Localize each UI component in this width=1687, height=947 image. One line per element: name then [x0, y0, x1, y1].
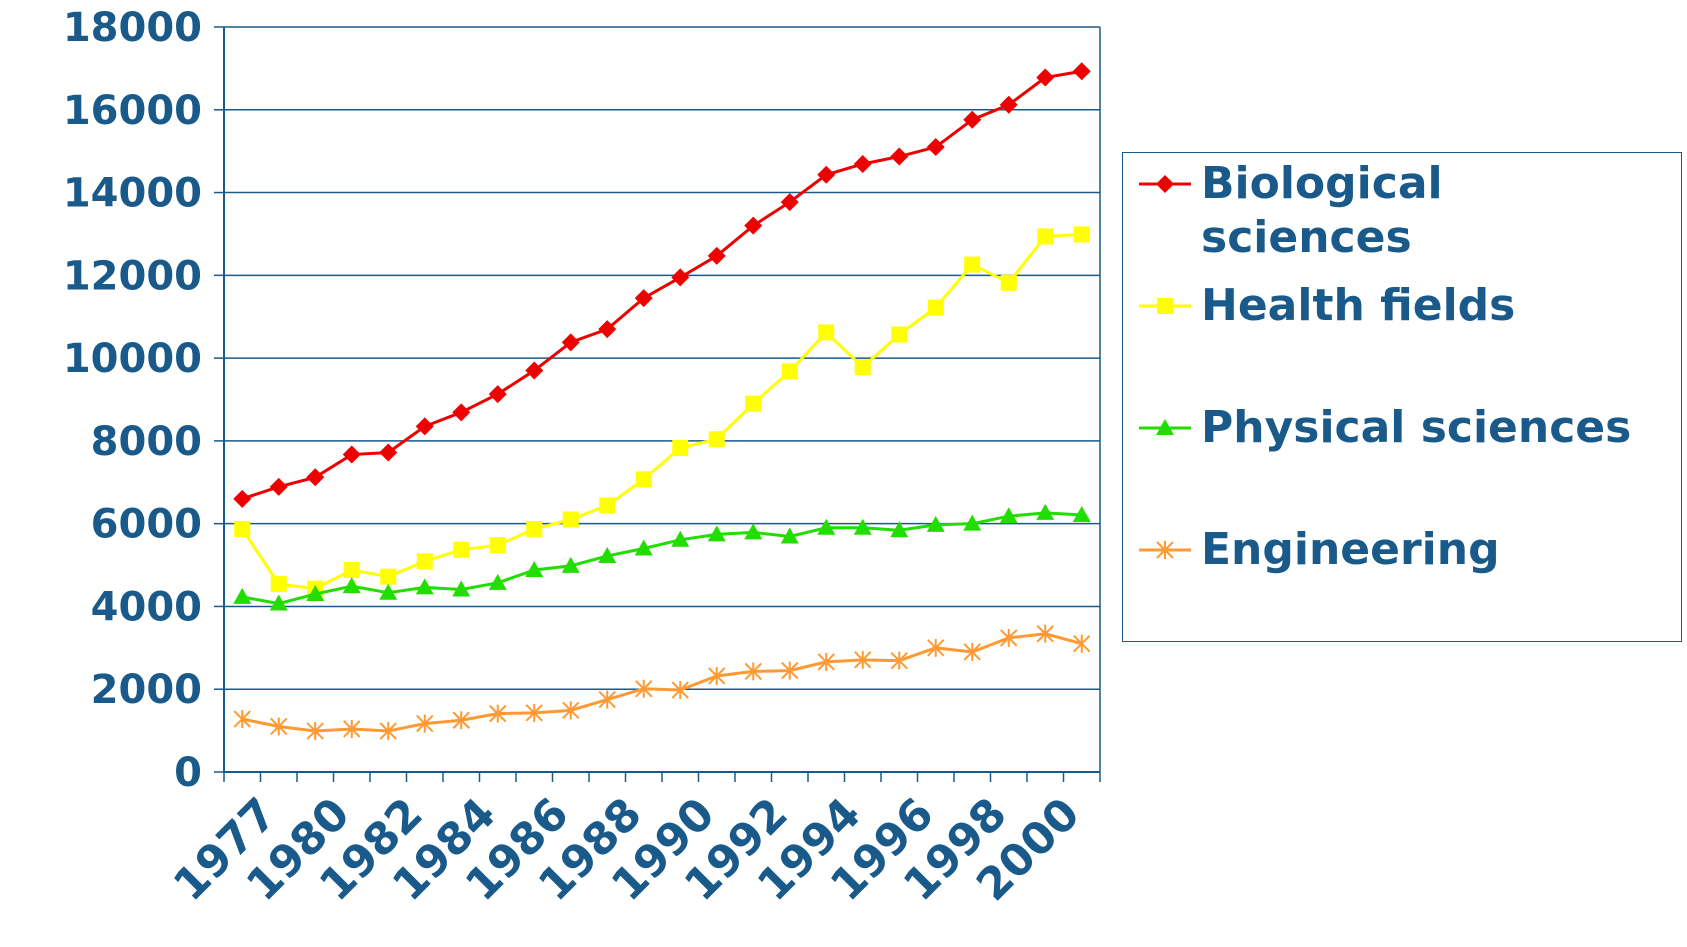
marker	[343, 446, 361, 464]
marker	[306, 468, 324, 486]
marker	[270, 478, 288, 496]
y-tick-label: 2000	[91, 667, 202, 713]
marker	[671, 268, 689, 286]
y-tick-label: 18000	[63, 5, 202, 51]
marker	[563, 512, 579, 528]
legend-entry: Physical sciences	[1137, 401, 1661, 455]
marker	[891, 327, 907, 343]
legend-label: Biological sciences	[1201, 157, 1661, 265]
legend-label: Engineering	[1201, 523, 1661, 577]
legend-swatch	[1137, 401, 1193, 455]
marker	[526, 521, 542, 537]
series-line	[242, 513, 1082, 604]
legend-entry: Health fields	[1137, 279, 1661, 333]
marker	[636, 471, 652, 487]
marker	[782, 363, 798, 379]
y-tick-label: 4000	[91, 584, 202, 630]
y-tick-label: 8000	[91, 419, 202, 465]
marker	[709, 431, 725, 447]
marker	[890, 148, 908, 166]
marker	[489, 385, 507, 403]
y-tick-label: 16000	[63, 88, 202, 134]
marker	[271, 576, 287, 592]
marker	[818, 324, 834, 340]
marker	[745, 396, 761, 412]
marker	[452, 403, 470, 421]
marker	[453, 542, 469, 558]
marker	[233, 490, 251, 508]
marker	[234, 521, 250, 537]
marker	[233, 588, 251, 604]
marker	[599, 497, 615, 513]
y-tick-label: 6000	[91, 502, 202, 548]
series-line	[242, 634, 1082, 731]
legend-swatch	[1137, 523, 1193, 577]
marker	[855, 359, 871, 375]
marker	[1157, 298, 1173, 314]
legend-swatch	[1137, 279, 1193, 333]
marker	[1156, 175, 1174, 193]
y-tick-label: 10000	[63, 336, 202, 382]
legend-label: Physical sciences	[1201, 401, 1661, 455]
y-tick-label: 12000	[63, 253, 202, 299]
marker	[1073, 62, 1091, 80]
marker	[380, 569, 396, 585]
marker	[1037, 228, 1053, 244]
marker	[854, 155, 872, 173]
legend-swatch	[1137, 157, 1193, 211]
legend-label: Health fields	[1201, 279, 1661, 333]
marker	[964, 257, 980, 273]
legend: Biological sciences Health fields Physical…	[1122, 152, 1682, 642]
marker	[490, 537, 506, 553]
marker	[343, 577, 361, 593]
marker	[344, 562, 360, 578]
marker	[672, 440, 688, 456]
legend-entry: Biological sciences	[1137, 157, 1661, 265]
page: {"chart_data": {"type": "line", "categor…	[0, 0, 1687, 947]
marker	[1074, 226, 1090, 242]
legend-entry: Engineering	[1137, 523, 1661, 577]
y-tick-label: 0	[174, 750, 202, 796]
marker	[599, 691, 615, 709]
marker	[1001, 275, 1017, 291]
marker	[417, 553, 433, 569]
marker	[928, 300, 944, 316]
y-tick-label: 14000	[63, 171, 202, 217]
